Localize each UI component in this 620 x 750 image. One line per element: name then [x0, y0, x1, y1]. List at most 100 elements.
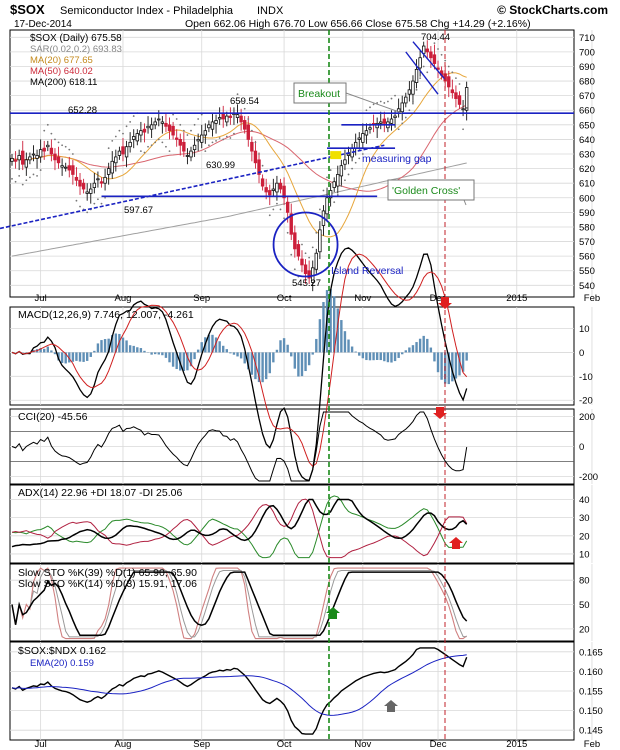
macd-histogram-bar — [257, 352, 261, 383]
sar-dot — [426, 71, 429, 74]
month-tick-label: 2015 — [506, 739, 527, 750]
ratio-panel — [11, 647, 468, 735]
breakout-label-box: Breakout — [293, 82, 347, 104]
value-tick-label: 560 — [579, 252, 595, 263]
candle-body — [217, 117, 222, 120]
candle-body — [78, 179, 82, 187]
macd-histogram-bar — [422, 335, 425, 353]
price-candle — [21, 140, 25, 171]
golden-cross-label: 'Golden Cross' — [392, 185, 460, 197]
macd-legend: MACD(12,26,9) 7.746, 12.007, -4.261 — [18, 309, 194, 321]
sar-dot — [61, 144, 64, 147]
price-candle — [371, 114, 376, 133]
macd-histogram-bar — [347, 339, 350, 353]
macd-histogram-bar — [365, 352, 368, 361]
candle-body — [300, 258, 304, 266]
price-candle — [17, 149, 21, 171]
value-tick-label: -20 — [579, 396, 593, 407]
price-candle — [339, 159, 344, 187]
price-candle — [404, 92, 408, 108]
candle-body — [400, 102, 404, 113]
candle-body — [85, 191, 89, 194]
macd-histogram-bar — [39, 348, 42, 353]
candle-body — [278, 182, 283, 190]
price-candle — [217, 107, 222, 125]
candle-body — [454, 92, 458, 99]
price-candle — [149, 117, 154, 138]
sar-dot — [157, 138, 160, 141]
price-candle — [450, 79, 455, 99]
candle-body — [164, 122, 168, 127]
macd-histogram-bar — [415, 342, 418, 353]
legend-main: $SOX (Daily) 675.58 — [30, 33, 122, 44]
candle-body — [404, 96, 408, 104]
price-candle — [278, 178, 283, 194]
macd-histogram-bar — [383, 352, 386, 362]
price-candle — [225, 111, 229, 127]
candle-body — [432, 54, 437, 64]
macd-histogram-bar — [136, 347, 139, 353]
macd-histogram-bar — [53, 352, 57, 355]
candle-body — [96, 178, 100, 181]
candle-body — [56, 156, 61, 164]
frame-macd — [9, 306, 575, 406]
sar-dot — [344, 179, 346, 182]
macd-histogram-bar — [408, 347, 411, 353]
macd-histogram-bar — [196, 349, 200, 353]
sar-dot — [240, 100, 243, 103]
sar-dot — [139, 150, 142, 152]
price-candle — [250, 136, 254, 162]
macd-histogram-bar — [57, 352, 60, 361]
macd-histogram-bar — [71, 352, 75, 362]
sar-dot — [64, 145, 67, 148]
macd-histogram-bar — [243, 352, 246, 364]
candle-body — [157, 118, 161, 121]
value-tick-label: 650 — [579, 120, 595, 131]
sar-dot — [429, 36, 432, 39]
candle-body — [225, 115, 229, 123]
sar-dot — [315, 231, 318, 234]
sar-dot — [32, 173, 35, 176]
price-candle — [361, 123, 365, 149]
price-candle — [289, 203, 293, 241]
price-candle — [300, 250, 304, 273]
price-candle — [139, 121, 143, 143]
macd-histogram-bar — [68, 352, 71, 363]
candle-body — [253, 150, 258, 164]
cci-legend: CCI(20) -45.56 — [18, 411, 88, 423]
sar-dot — [71, 153, 74, 155]
macd-histogram-bar — [107, 338, 110, 353]
value-tick-label: 600 — [579, 193, 595, 204]
value-tick-label: 0 — [579, 348, 584, 359]
sar-dot — [36, 175, 38, 177]
sar-dot — [161, 141, 164, 144]
month-tick-label: Feb — [584, 739, 600, 750]
macd-histogram-bar — [293, 352, 297, 369]
macd-histogram-bar — [451, 352, 454, 382]
candle-body — [221, 112, 225, 120]
macd-histogram-bar — [447, 352, 450, 385]
price-candle — [117, 146, 122, 160]
candle-body — [285, 201, 290, 213]
macd-histogram-bar — [315, 338, 318, 353]
price-candle — [432, 44, 437, 70]
sto-slow-line — [11, 571, 468, 637]
price-candle — [128, 132, 132, 153]
macd-histogram-bar — [200, 342, 203, 353]
sar-dot — [236, 93, 239, 96]
price-candle — [114, 149, 118, 172]
sar-dot — [276, 202, 278, 205]
label-704: 704.44 — [421, 32, 450, 43]
candle-body — [407, 89, 412, 95]
sar-dot — [75, 199, 78, 202]
legend-ma200: MA(200) 618.11 — [30, 77, 97, 88]
candle-body — [49, 147, 54, 155]
sar-dot — [29, 176, 31, 179]
sar-dot — [412, 100, 414, 103]
candle-body — [174, 137, 179, 140]
sar-dot — [451, 71, 454, 74]
macd-histogram-bar — [186, 352, 189, 371]
candle-body — [117, 150, 122, 156]
macd-histogram-bar — [393, 352, 397, 362]
sar-dot — [25, 179, 28, 182]
